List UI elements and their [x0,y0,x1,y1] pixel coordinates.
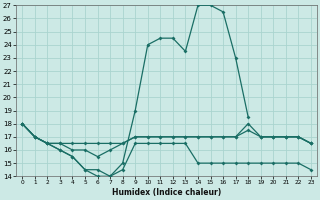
X-axis label: Humidex (Indice chaleur): Humidex (Indice chaleur) [112,188,221,197]
